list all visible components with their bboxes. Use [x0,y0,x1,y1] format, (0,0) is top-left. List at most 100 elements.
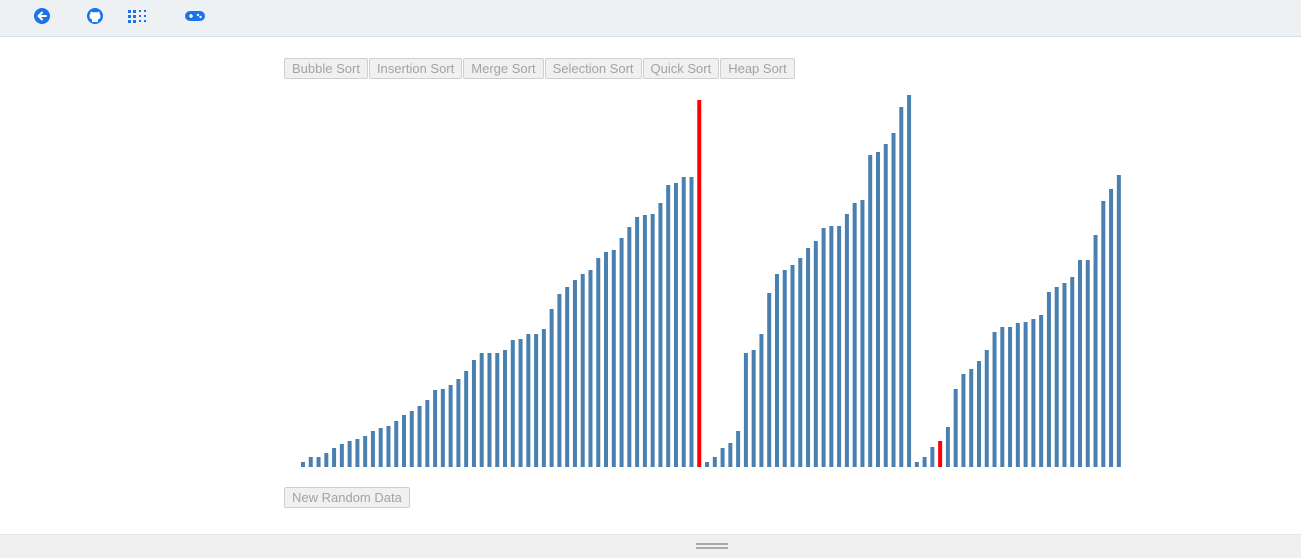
bar-22 [471,360,476,467]
new-random-data-button[interactable]: New Random Data [284,487,410,508]
bar-7 [355,439,360,467]
bottom-panel [0,534,1301,558]
bar-30 [534,334,539,467]
bar-24 [487,353,492,467]
bar-15 [417,406,422,467]
bar-19 [448,385,453,467]
bar-13 [402,415,407,467]
bar-104 [1109,189,1114,467]
bar-74 [875,152,880,467]
bar-56 [736,431,741,467]
back-arrow-icon[interactable] [32,7,52,25]
bar-70 [844,214,849,467]
bar-100 [1078,260,1082,467]
resize-grip-icon[interactable] [696,543,728,550]
bar-55 [728,443,733,467]
bar-25 [495,353,500,467]
grid-dots-icon[interactable] [127,7,149,25]
bar-71 [852,203,857,467]
bar-51 [697,100,702,467]
bar-41 [619,238,624,467]
bar-94 [1031,319,1036,467]
sort-visualization-chart [301,95,1121,467]
bar-40 [611,250,616,467]
bar-27 [510,340,515,467]
bar-91 [1008,327,1013,467]
bar-38 [596,258,601,467]
bar-61 [774,274,779,467]
selection-sort-button[interactable]: Selection Sort [544,58,642,79]
bar-99 [1070,277,1075,467]
bar-65 [806,248,811,467]
bar-10 [378,428,383,467]
bar-1 [308,457,313,467]
bar-16 [425,400,430,467]
bar-9 [370,431,375,467]
bar-46 [658,203,663,467]
bar-12 [394,421,399,467]
github-icon[interactable] [85,7,105,25]
insertion-sort-button[interactable]: Insertion Sort [368,58,463,79]
bar-96 [1046,292,1051,467]
bar-105 [1116,175,1121,467]
bar-47 [666,185,671,467]
bar-6 [347,441,352,467]
bar-72 [860,200,865,467]
sort-algorithm-buttons: Bubble Sort Insertion Sort Merge Sort Selec… [284,58,796,79]
bar-57 [743,353,748,467]
bar-93 [1023,322,1028,467]
bar-2 [316,457,321,467]
bar-75 [883,144,888,467]
bar-34 [565,287,570,467]
gamepad-icon[interactable] [184,7,206,25]
bar-43 [635,217,640,467]
bar-21 [464,371,469,467]
bar-69 [837,226,842,467]
bar-44 [642,215,647,467]
bar-58 [751,350,756,467]
bar-88 [984,350,989,467]
bar-17 [433,390,438,467]
bar-80 [922,457,927,467]
bar-32 [549,309,554,467]
quick-sort-button[interactable]: Quick Sort [642,58,720,79]
bar-89 [992,332,997,467]
bar-86 [969,369,974,467]
heap-sort-button[interactable]: Heap Sort [720,58,795,79]
bar-81 [930,447,935,467]
bar-54 [720,448,725,467]
bar-79 [914,462,919,467]
bar-14 [409,411,414,467]
bar-95 [1039,315,1044,467]
merge-sort-button[interactable]: Merge Sort [463,58,544,79]
bar-77 [899,107,904,467]
bar-49 [681,177,686,467]
bar-20 [456,379,461,467]
bar-3 [324,453,329,467]
bar-33 [557,294,562,467]
bar-60 [767,293,772,467]
top-toolbar [0,0,1301,37]
bar-50 [689,177,694,467]
bar-102 [1093,235,1098,467]
bar-76 [891,133,896,467]
bar-52 [705,462,710,467]
bar-11 [386,426,391,467]
bar-90 [1000,327,1005,467]
bar-98 [1062,283,1067,467]
bar-63 [790,265,795,467]
bar-45 [650,214,655,467]
bar-18 [440,389,445,467]
bar-103 [1101,201,1106,467]
bar-73 [868,155,873,467]
bar-42 [627,227,632,467]
bubble-sort-button[interactable]: Bubble Sort [284,58,368,79]
bar-82 [938,441,943,467]
bar-53 [712,457,717,467]
bar-28 [518,339,523,467]
bar-97 [1054,287,1059,467]
bar-35 [572,280,577,467]
bar-85 [961,374,966,467]
bar-87 [976,361,981,467]
bar-84 [953,389,958,467]
